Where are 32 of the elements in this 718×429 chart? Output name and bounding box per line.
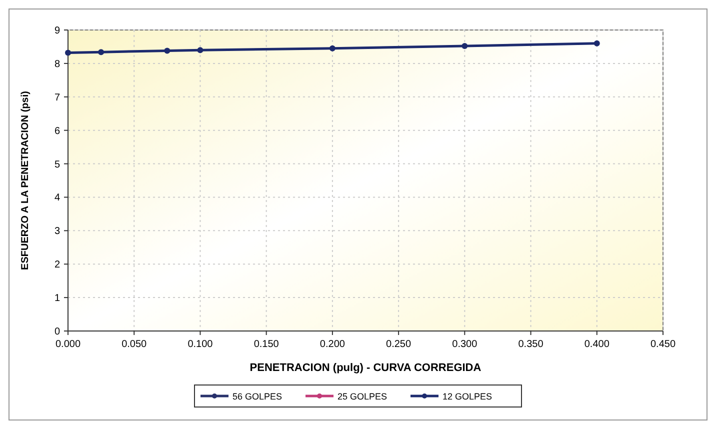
legend-label: 25 GOLPES	[338, 392, 388, 402]
x-tick-label: 0.000	[55, 339, 81, 350]
y-tick-label: 5	[54, 159, 60, 170]
x-tick-label: 0.200	[320, 339, 346, 350]
legend-label: 56 GOLPES	[232, 392, 282, 402]
point	[329, 45, 336, 52]
y-tick-label: 9	[54, 26, 60, 36]
y-tick-label: 7	[54, 92, 60, 104]
point	[98, 49, 104, 56]
point	[164, 48, 170, 54]
point	[197, 47, 204, 54]
y-tick-label: 1	[54, 293, 60, 304]
point	[65, 50, 71, 56]
y-tick-label: 4	[54, 192, 60, 204]
x-tick-label: 0.400	[584, 339, 610, 350]
legend-label: 12 GOLPES	[442, 392, 492, 402]
y-tick-label: 3	[54, 226, 60, 238]
x-tick-label: 0.450	[650, 339, 676, 350]
y-tick-label: 6	[54, 126, 60, 137]
x-tick-label: 0.050	[122, 339, 148, 350]
point	[462, 43, 468, 50]
y-tick-label: 0	[54, 326, 60, 338]
x-tick-label: 0.150	[254, 339, 280, 350]
x-tick-label: 0.350	[518, 339, 544, 350]
x-tick-label: 0.100	[188, 339, 214, 350]
y-tick-label: 8	[54, 58, 60, 70]
point	[594, 40, 600, 46]
x-axis-title: PENETRACION (pulg) - CURVA CORREGIDA	[250, 362, 482, 374]
y-tick-label: 2	[54, 260, 60, 271]
x-tick-label: 0.250	[386, 339, 412, 350]
y-axis-title: ESFUERZO A LA PENETRACION (psi)	[20, 91, 31, 270]
x-tick-label: 0.300	[452, 339, 478, 350]
